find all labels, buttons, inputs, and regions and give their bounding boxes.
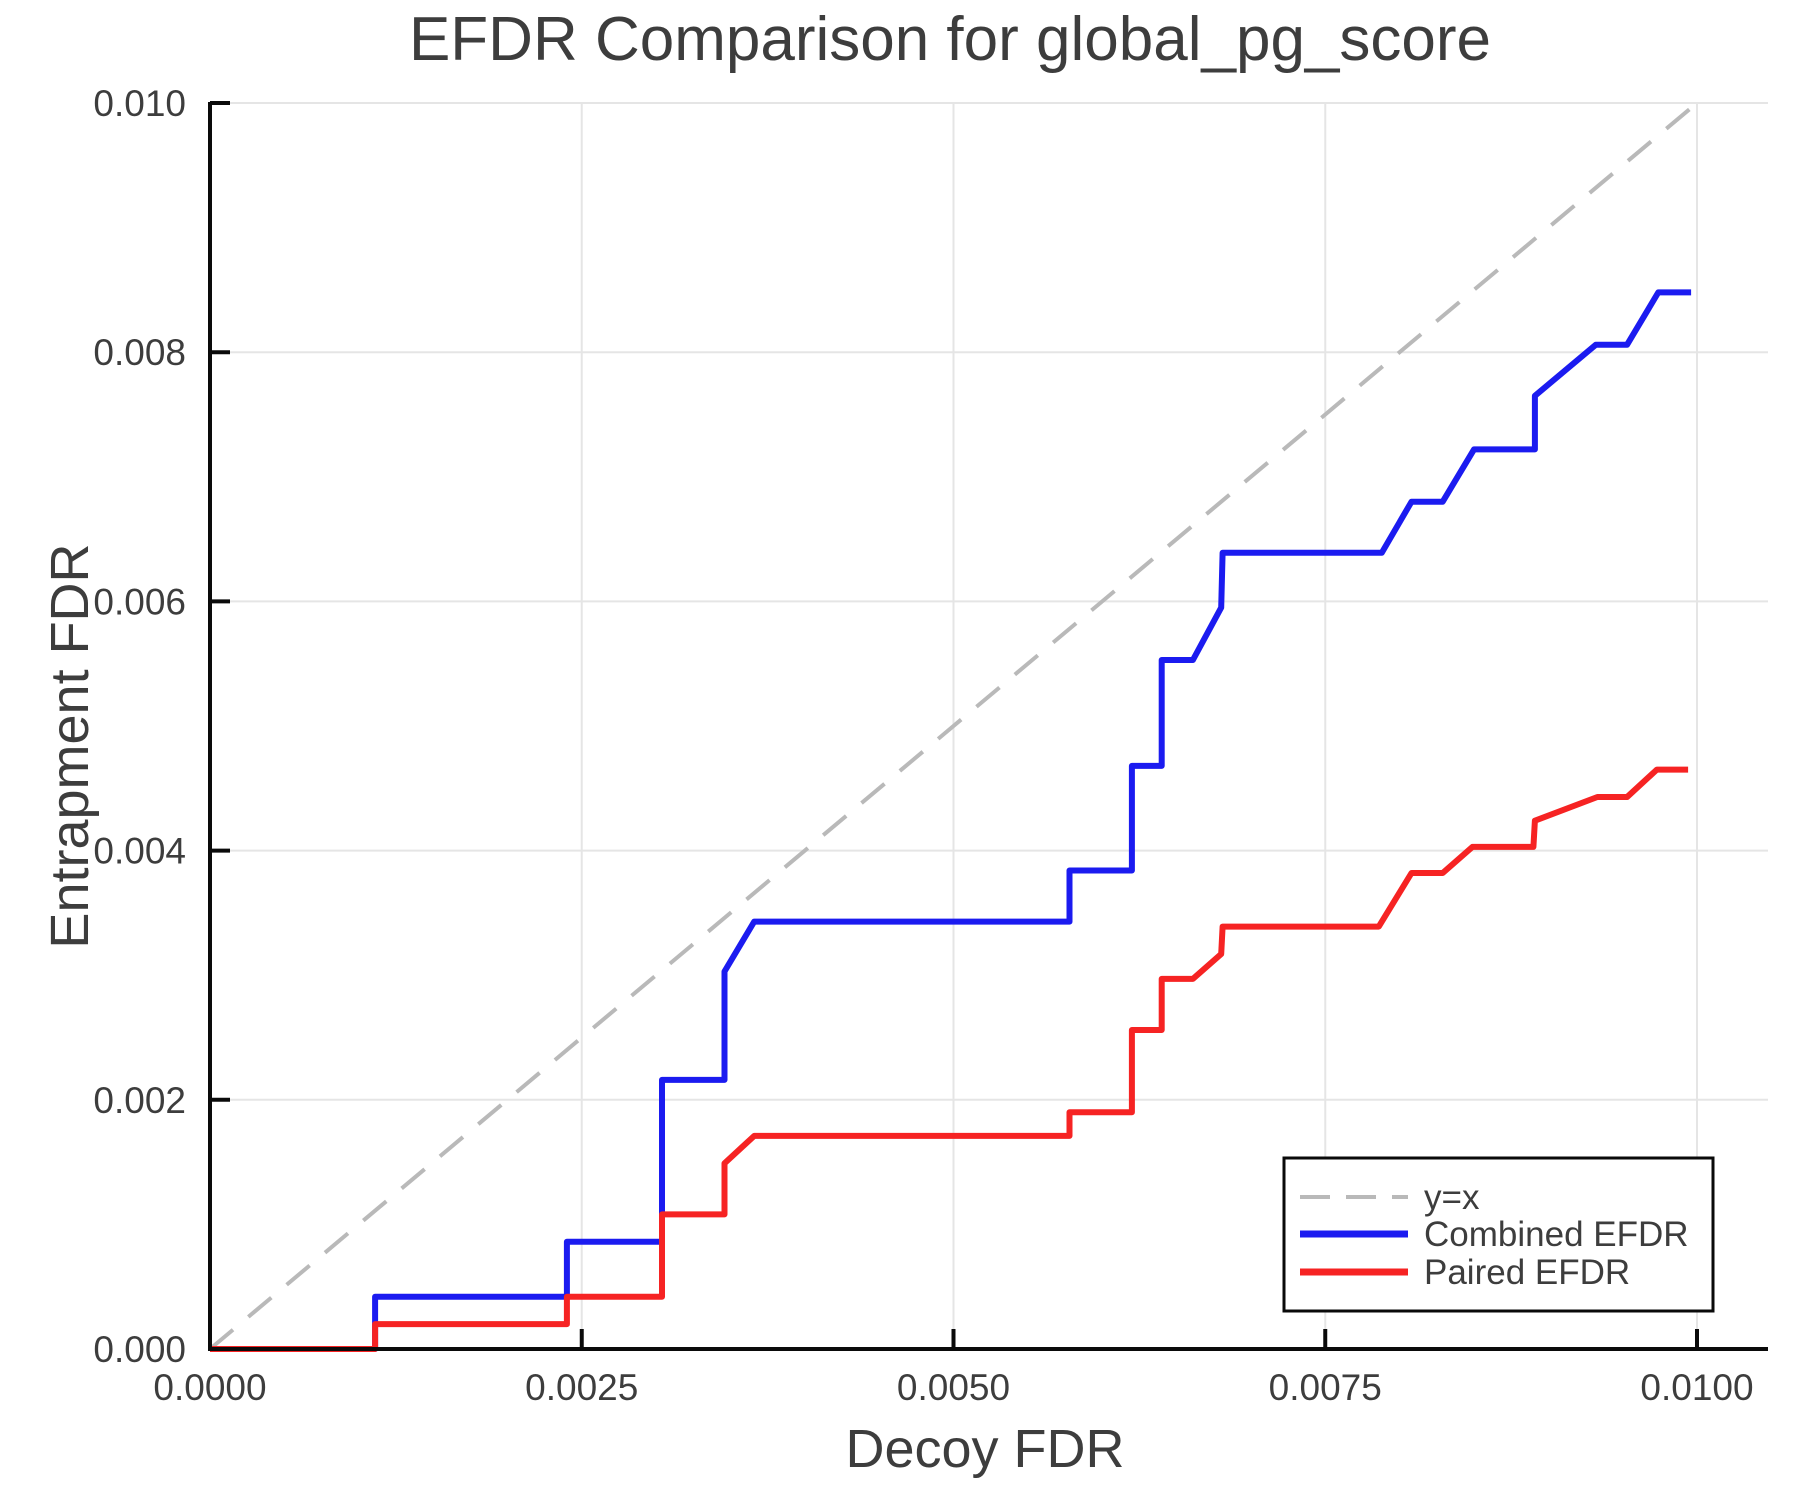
y-tick-label: 0.002 (93, 1080, 186, 1121)
legend-label: Paired EFDR (1424, 1253, 1630, 1292)
chart-title: EFDR Comparison for global_pg_score (408, 5, 1492, 74)
y-tick-label: 0.000 (93, 1329, 186, 1370)
x-tick-label: 0.0050 (897, 1367, 1010, 1408)
x-axis-label: Decoy FDR (845, 1419, 1125, 1479)
y-tick-label: 0.004 (93, 831, 186, 872)
y-axis-label: Entrapment FDR (40, 543, 100, 949)
x-tick-label: 0.0000 (153, 1367, 266, 1408)
legend-label: Combined EFDR (1424, 1215, 1689, 1254)
y-tick-label: 0.010 (93, 83, 186, 124)
y-tick-label: 0.006 (93, 581, 186, 622)
legend-label: y=x (1424, 1178, 1480, 1217)
identity-line (208, 101, 1699, 1351)
y-tick-label: 0.008 (93, 332, 186, 373)
paired-efdr-line (210, 766, 1689, 1352)
combined-efdr-line (210, 289, 1692, 1352)
x-tick-label: 0.0075 (1269, 1367, 1382, 1408)
x-tick-label: 0.0025 (525, 1367, 638, 1408)
x-tick-label: 0.0100 (1640, 1367, 1753, 1408)
